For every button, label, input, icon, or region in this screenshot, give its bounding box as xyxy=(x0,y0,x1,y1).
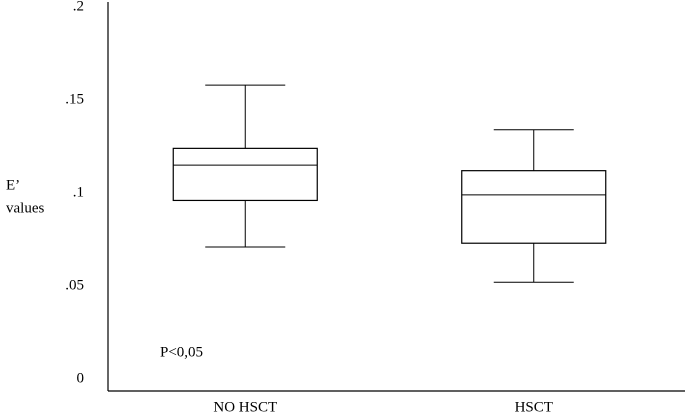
y-tick-label: .15 xyxy=(65,91,84,107)
y-tick-label: .05 xyxy=(65,277,84,293)
y-tick-label: 0 xyxy=(77,370,85,386)
y-tick-label: .1 xyxy=(73,184,84,200)
box xyxy=(172,147,318,202)
y-tick-label: .2 xyxy=(73,0,84,14)
x-tick-label: HSCT xyxy=(515,399,553,415)
y-axis-label: values xyxy=(6,200,44,216)
x-tick-label: NO HSCT xyxy=(213,399,277,415)
y-axis-label: E’ xyxy=(6,177,20,193)
annotation: P<0,05 xyxy=(160,344,203,360)
box xyxy=(461,170,607,244)
